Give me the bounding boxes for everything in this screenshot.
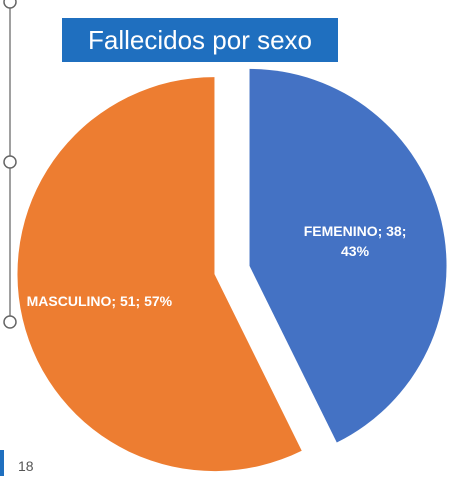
pie-slice [17,77,302,472]
selection-handle [3,315,17,329]
slide-number: 18 [18,458,34,474]
data-label: MASCULINO; 51; 57% [26,292,173,309]
pie-slice [249,68,447,443]
slide-number-bar [0,450,4,476]
chart-title: Fallecidos por sexo [62,18,338,62]
selection-handle [3,0,17,9]
selection-handle [3,155,17,169]
data-label: FEMENINO; 38; 43% [303,223,407,260]
